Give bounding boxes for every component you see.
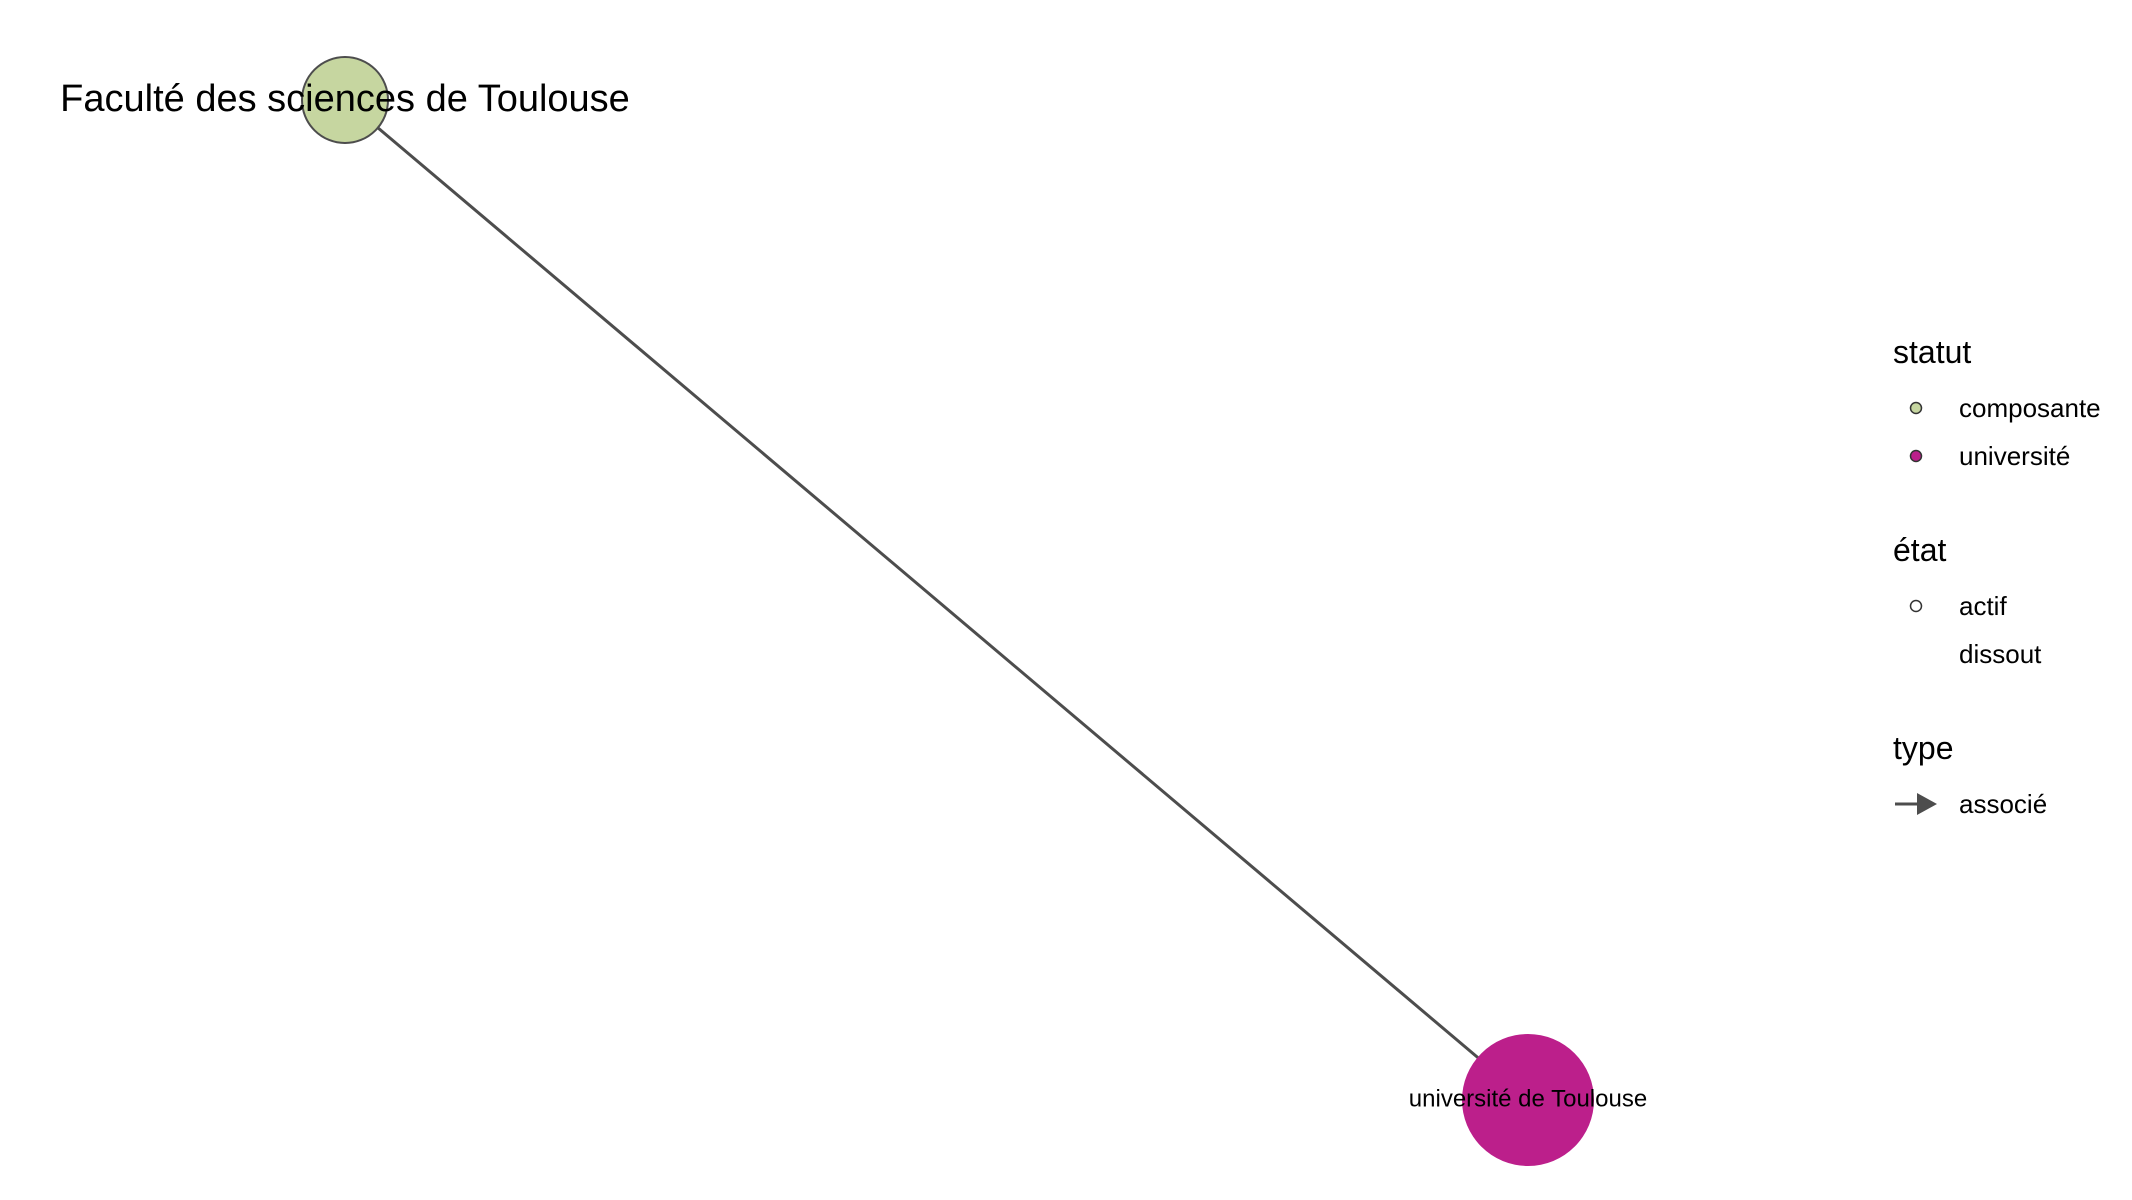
legend-etat-title: état bbox=[1893, 532, 1947, 568]
circle-icon bbox=[1893, 384, 1939, 432]
legend-etat: état actif dissout bbox=[1893, 530, 2123, 678]
legend-item-composante: composante bbox=[1893, 384, 2123, 432]
legend-label-actif: actif bbox=[1959, 590, 2007, 621]
legend-label-composante: composante bbox=[1959, 392, 2101, 423]
arrow-right-icon bbox=[1893, 780, 1939, 828]
node-universite-de-toulouse[interactable] bbox=[1462, 1034, 1594, 1166]
legend-item-universite: université bbox=[1893, 432, 2123, 480]
node-label-faculte: Faculté des sciences de Toulouse bbox=[60, 78, 630, 120]
legend-type: type associé bbox=[1893, 728, 2123, 828]
legend-statut-title: statut bbox=[1893, 334, 1972, 370]
legend-label-associe: associé bbox=[1959, 788, 2048, 819]
node-label-universite: université de Toulouse bbox=[1409, 1085, 1647, 1112]
legend-label-universite: université bbox=[1959, 440, 2071, 471]
legend-label-dissout: dissout bbox=[1959, 638, 2042, 669]
legend-item-actif: actif bbox=[1893, 582, 2123, 630]
blank-icon bbox=[1893, 630, 1939, 678]
node-faculte-des-sciences[interactable] bbox=[301, 56, 389, 144]
legend: statut composante université état actif … bbox=[1893, 332, 2123, 878]
legend-item-associe: associé bbox=[1893, 780, 2123, 828]
edge-associe bbox=[344, 98, 1529, 1102]
legend-item-dissout: dissout bbox=[1893, 630, 2123, 678]
hollow-circle-icon bbox=[1893, 582, 1939, 630]
legend-type-title: type bbox=[1893, 730, 1954, 766]
circle-icon bbox=[1893, 432, 1939, 480]
legend-statut: statut composante université bbox=[1893, 332, 2123, 480]
